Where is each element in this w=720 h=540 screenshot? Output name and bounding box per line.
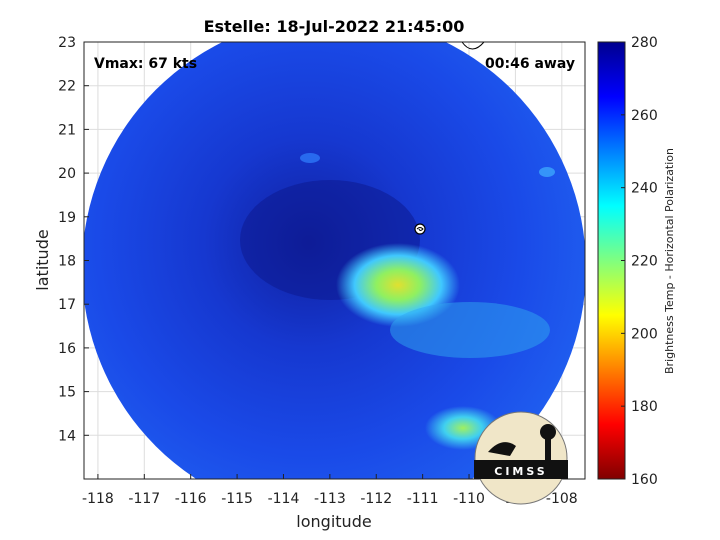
y-tick-label: 16 xyxy=(58,341,76,357)
logo-dish xyxy=(488,442,516,456)
small-warm-spot-2 xyxy=(300,153,320,163)
x-tick-label: -108 xyxy=(546,491,578,507)
coastline xyxy=(461,41,485,50)
storm-center-marker xyxy=(414,223,426,235)
plot-area: -118-117-116-115-114-113-112-111-110-109… xyxy=(58,35,586,507)
x-axis-label: longitude xyxy=(296,512,371,531)
cimss-logo: CIMSS xyxy=(474,411,568,505)
y-tick-label: 19 xyxy=(58,210,76,226)
colorbar-label: Brightness Temp - Horizontal Polarizatio… xyxy=(663,148,676,374)
colorbar-tick-label: 220 xyxy=(631,254,658,270)
logo-text: CIMSS xyxy=(494,465,547,478)
colorbar-tick-label: 180 xyxy=(631,399,658,415)
y-tick-label: 17 xyxy=(58,297,76,313)
y-axis-label: latitude xyxy=(33,229,52,290)
colorbar: 160 180 200 220 240 260 280 Brightness Temp - … xyxy=(597,35,676,488)
x-tick-label: -111 xyxy=(407,491,439,507)
storm-center-spiral xyxy=(416,227,424,231)
x-tick-label: -116 xyxy=(175,491,207,507)
y-tick-label: 20 xyxy=(58,166,76,182)
colorbar-gradient xyxy=(597,41,626,480)
y-tick-label: 22 xyxy=(58,79,76,95)
x-tick-label: -112 xyxy=(360,491,392,507)
colorbar-tick-label: 260 xyxy=(631,108,658,124)
logo-building xyxy=(474,460,568,479)
x-tick-label: -113 xyxy=(314,491,346,507)
y-tick-label: 23 xyxy=(58,35,76,51)
small-warm-spot xyxy=(539,167,555,177)
y-tick-label: 14 xyxy=(58,428,76,444)
logo-tower xyxy=(545,438,551,462)
x-axis-ticks: -118-117-116-115-114-113-112-111-110-109… xyxy=(82,474,578,507)
logo-disk xyxy=(474,411,568,505)
convective-tail xyxy=(390,302,550,358)
colorbar-tick-label: 160 xyxy=(631,472,658,488)
y-axis-ticks: 14 15 16 17 18 19 20 21 22 23 xyxy=(58,35,89,444)
logo-tank xyxy=(540,424,556,440)
time-offset-annotation: 00:46 away xyxy=(485,56,575,72)
vmax-annotation: Vmax: 67 kts xyxy=(94,56,197,72)
x-tick-label: -110 xyxy=(453,491,485,507)
x-tick-label: -115 xyxy=(221,491,253,507)
colorbar-ticks: 160 180 200 220 240 260 280 xyxy=(621,35,658,488)
x-tick-label: -117 xyxy=(128,491,160,507)
colorbar-tick-label: 280 xyxy=(631,35,658,51)
colorbar-tick-label: 240 xyxy=(631,181,658,197)
y-tick-label: 21 xyxy=(58,122,76,138)
x-tick-label: -114 xyxy=(268,491,300,507)
x-tick-label: -118 xyxy=(82,491,114,507)
y-tick-label: 18 xyxy=(58,254,76,270)
chart-title: Estelle: 18-Jul-2022 21:45:00 xyxy=(204,17,465,36)
colorbar-tick-label: 200 xyxy=(631,326,658,342)
y-tick-label: 15 xyxy=(58,385,76,401)
